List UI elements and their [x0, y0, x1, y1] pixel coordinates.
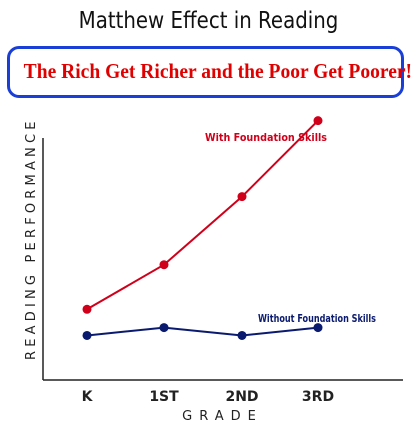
data-point: [237, 330, 247, 340]
data-point: [82, 304, 92, 314]
chart-tick-labels: K 1ST 2ND 3RD: [82, 389, 335, 405]
series-label: Without Foundation Skills: [258, 312, 376, 325]
x-tick-label: 2ND: [225, 389, 258, 405]
x-tick-label: K: [82, 389, 94, 405]
page-title: Matthew Effect in Reading: [78, 8, 339, 34]
data-point: [237, 192, 247, 202]
data-point: [159, 260, 169, 270]
x-axis-label: GRADE: [182, 409, 263, 424]
x-tick-label: 3RD: [302, 389, 334, 405]
x-tick-label: 1ST: [149, 389, 179, 405]
chart-axes: [42, 138, 403, 381]
data-point: [159, 323, 169, 333]
series-line-0: [86, 119, 319, 311]
data-point: [82, 330, 92, 340]
banner-text: The Rich Get Richer and the Poor Get Poo…: [23, 59, 413, 83]
y-axis-label: READING PERFORMANCE: [24, 117, 39, 360]
chart-series-labels: With Foundation Skills Without Foundation…: [205, 131, 376, 325]
data-point: [313, 116, 323, 126]
data-point: [313, 323, 323, 333]
chart-series: [82, 116, 323, 340]
series-line-1: [86, 326, 319, 337]
headline-banner: The Rich Get Richer and the Poor Get Poo…: [7, 46, 413, 98]
series-label: With Foundation Skills: [205, 131, 327, 144]
